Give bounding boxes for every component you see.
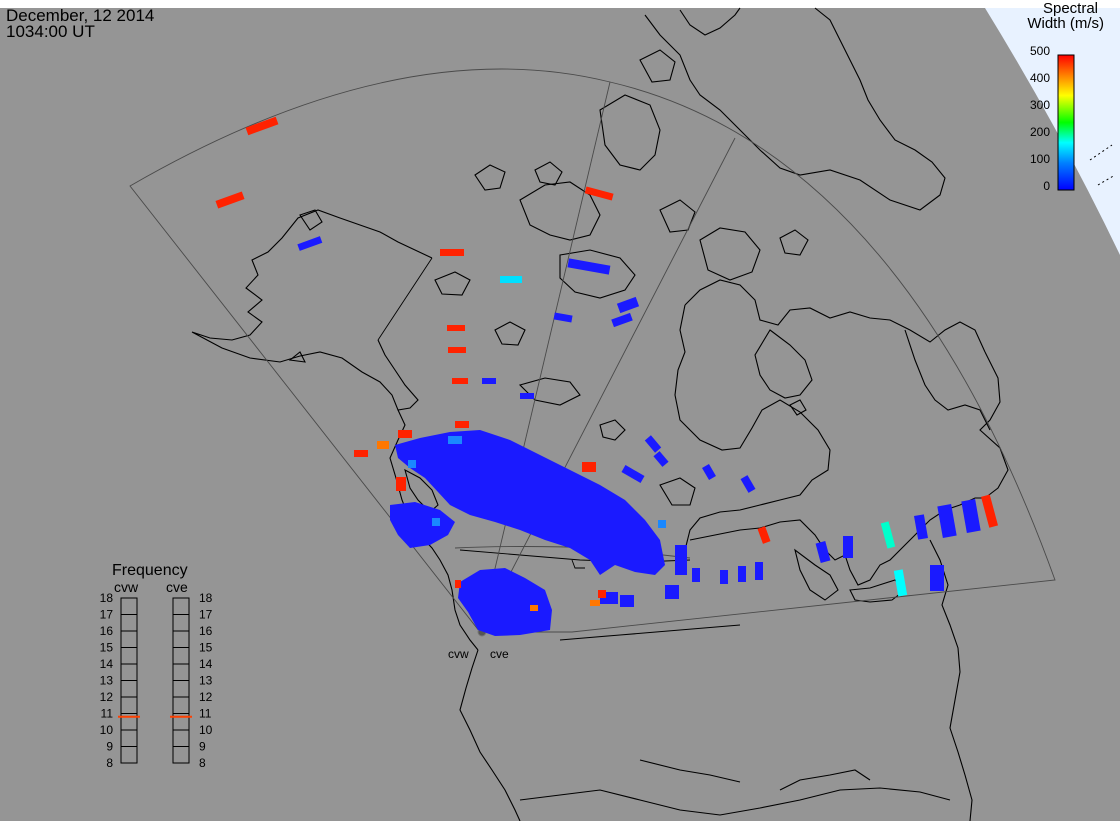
frequency-cell — [120, 630, 138, 648]
frequency-cell — [172, 597, 190, 615]
backscatter-echoes — [215, 116, 999, 611]
frequency-col-cve: cve — [166, 579, 188, 595]
frequency-tick-left: 12 — [100, 690, 114, 704]
frequency-tick-left: 18 — [100, 591, 114, 605]
colorbar-title-line1: Spectral — [1043, 0, 1098, 17]
frequency-tick-left: 9 — [106, 740, 113, 754]
colorbar-tick: 300 — [1030, 98, 1050, 112]
frequency-tick-right: 9 — [199, 740, 206, 754]
top-border — [0, 0, 1120, 8]
frequency-tick-right: 14 — [199, 657, 213, 671]
frequency-tick-left: 10 — [100, 723, 114, 737]
colorbar: Spectral Width (m/s) 500 400 300 200 100… — [1027, 0, 1104, 193]
frequency-tick-left: 11 — [101, 707, 114, 721]
frequency-cell — [172, 614, 190, 632]
frequency-tick-right: 13 — [199, 674, 213, 688]
frequency-cell — [172, 680, 190, 698]
frequency-cell — [120, 647, 138, 665]
frequency-cell — [120, 597, 138, 615]
frequency-cell — [120, 746, 138, 764]
frequency-cell — [172, 729, 190, 747]
frequency-tick-right: 16 — [199, 624, 213, 638]
frequency-title: Frequency — [112, 562, 188, 579]
frequency-tick-right: 18 — [199, 591, 213, 605]
frequency-tick-left: 8 — [106, 756, 113, 770]
colorbar-tick: 500 — [1030, 44, 1050, 58]
colorbar-tick: 100 — [1030, 152, 1050, 166]
frequency-cell — [172, 746, 190, 764]
colorbar-tick: 200 — [1030, 125, 1050, 139]
frequency-cell — [120, 680, 138, 698]
frequency-tick-right: 8 — [199, 756, 206, 770]
date-label: December, 12 2014 — [6, 6, 155, 25]
frequency-cell — [120, 663, 138, 681]
colorbar-tick: 400 — [1030, 71, 1050, 85]
time-label: 1034:00 UT — [6, 22, 95, 41]
frequency-tick-left: 15 — [100, 641, 114, 655]
frequency-col-cvw: cvw — [114, 579, 139, 595]
frequency-tick-right: 15 — [199, 641, 213, 655]
frequency-tick-right: 10 — [199, 723, 213, 737]
frequency-cell — [120, 729, 138, 747]
frequency-panel: Frequency cvw cve 18 18 17 17 16 16 15 15 14 14 13… — [100, 562, 213, 770]
colorbar-tick: 0 — [1043, 179, 1050, 193]
radar-label-cve: cve — [490, 647, 509, 661]
frequency-tick-right: 17 — [199, 608, 213, 622]
sky-region — [985, 8, 1120, 255]
frequency-tick-left: 13 — [100, 674, 114, 688]
frequency-tick-left: 16 — [100, 624, 114, 638]
frequency-tick-right: 11 — [199, 707, 212, 721]
frequency-cell — [172, 663, 190, 681]
colorbar-title-line2: Width (m/s) — [1027, 15, 1104, 32]
frequency-cell — [120, 614, 138, 632]
coastlines — [191, 7, 1009, 821]
timestamp: December, 12 2014 1034:00 UT — [6, 6, 155, 41]
frequency-cell — [172, 630, 190, 648]
frequency-cell — [172, 696, 190, 714]
frequency-tick-left: 17 — [100, 608, 114, 622]
frequency-tick-left: 14 — [100, 657, 114, 671]
frequency-scale: 18 18 17 17 16 16 15 15 14 14 13 13 12 12 11 11 10 10 9 9 8 8 — [100, 591, 213, 770]
radar-fov-outline — [129, 68, 1056, 633]
radar-label-cvw: cvw — [448, 647, 469, 661]
frequency-tick-right: 12 — [199, 690, 213, 704]
terminator-line — [1089, 144, 1116, 186]
backscatter-main — [390, 430, 687, 636]
frequency-cell — [172, 647, 190, 665]
colorbar-gradient — [1057, 54, 1075, 191]
frequency-cell — [120, 696, 138, 714]
